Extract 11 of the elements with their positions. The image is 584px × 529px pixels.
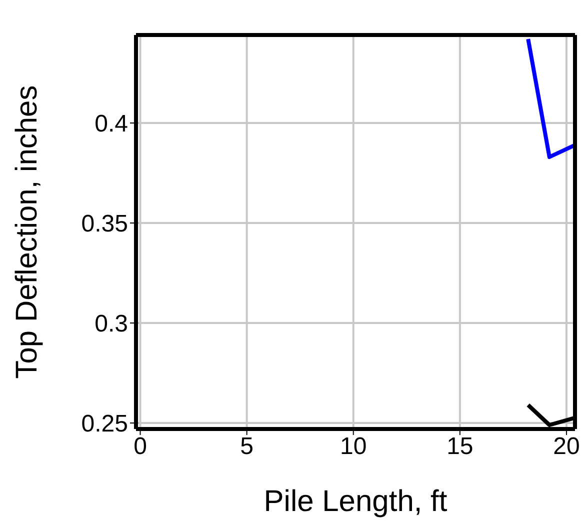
y-axis-title: Top Deflection, inches xyxy=(10,85,44,379)
x-tick-label: 0 xyxy=(134,433,147,460)
y-tick-label: 0.3 xyxy=(94,310,128,338)
x-axis-title: Pile Length, ft xyxy=(264,485,448,518)
x-tick-label: 5 xyxy=(240,433,254,460)
y-tick-label: 0.4 xyxy=(94,110,128,138)
x-tick-label: 15 xyxy=(446,433,474,460)
y-tick-label: 0.35 xyxy=(81,210,128,238)
x-tick-label: 20 xyxy=(553,433,580,460)
x-tick-label: 10 xyxy=(340,433,367,460)
y-tick-label: 0.25 xyxy=(81,410,128,438)
